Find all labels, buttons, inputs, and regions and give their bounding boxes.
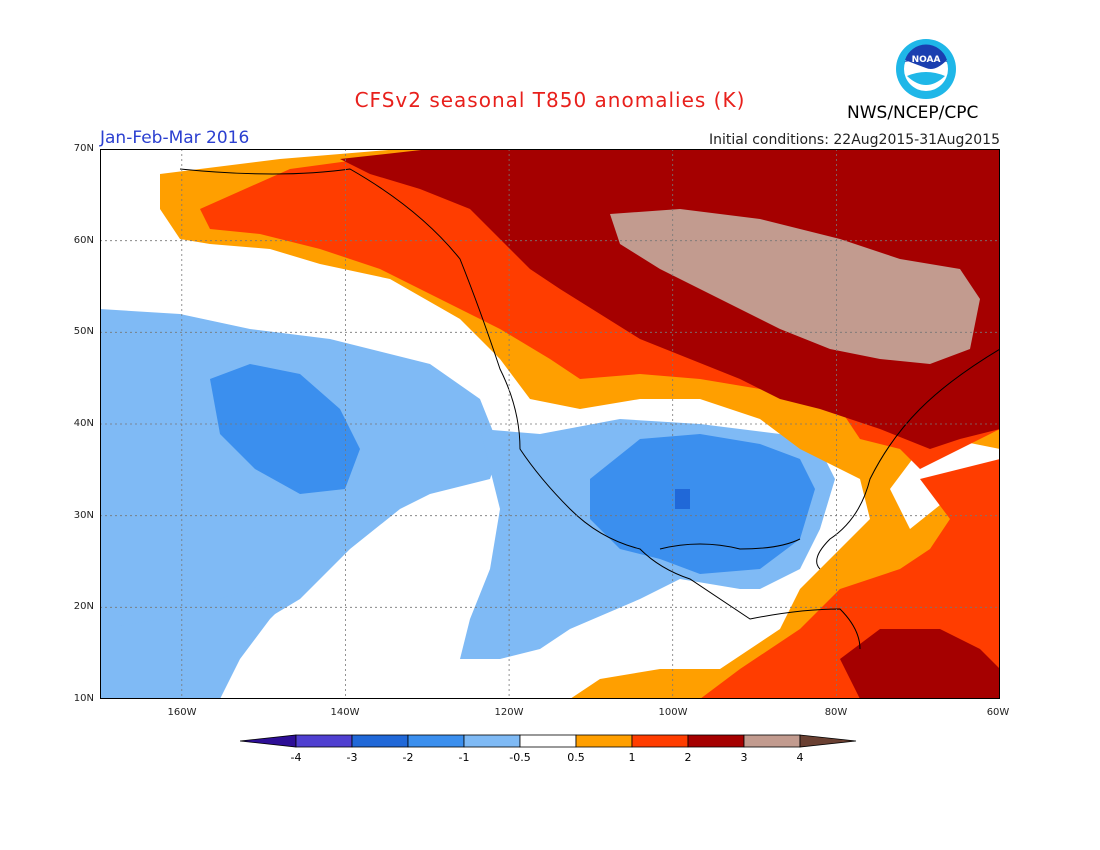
lat-label: 20N — [73, 601, 94, 612]
color-bar: -4 -3 -2 -1 -0.5 0.5 1 2 3 4 — [240, 734, 857, 764]
colorbar-label: -2 — [403, 751, 414, 764]
lon-label: 80W — [824, 707, 848, 718]
colorbar-segment — [519, 734, 577, 748]
noaa-logo-text: NOAA — [912, 55, 941, 65]
lon-label: 140W — [330, 707, 360, 718]
anomaly-region-pacific-light — [100, 309, 500, 699]
colorbar-segment — [687, 734, 745, 748]
anomaly-map — [100, 149, 1000, 699]
anomaly-region-caribbean-darkred — [840, 629, 1000, 699]
colorbar-segment — [407, 734, 465, 748]
coastline-east — [816, 348, 1000, 570]
colorbar-label: 0.5 — [567, 751, 585, 764]
anomaly-region-canada-darkred — [340, 149, 1000, 449]
lon-label: 120W — [494, 707, 524, 718]
coastline-north-america — [179, 168, 861, 650]
colorbar-label: 1 — [629, 751, 636, 764]
anomaly-region-south-us-core — [590, 434, 815, 574]
colorbar-segment — [631, 734, 689, 748]
colorbar-segment — [240, 734, 297, 748]
period-label: Jan-Feb-Mar 2016 — [100, 128, 250, 148]
anomaly-region-south-us-small — [675, 489, 690, 509]
lat-label: 40N — [73, 418, 94, 429]
chart-title: CFSv2 seasonal T850 anomalies (K) — [354, 88, 746, 112]
lat-label: 10N — [73, 693, 94, 704]
noaa-logo: NOAA — [896, 39, 956, 99]
lat-label: 50N — [73, 326, 94, 337]
lon-label: 60W — [986, 707, 1010, 718]
colorbar-label: -4 — [291, 751, 302, 764]
colorbar-segment — [295, 734, 353, 748]
anomaly-region-pacific-light-2 — [100, 579, 300, 699]
lat-label: 60N — [73, 235, 94, 246]
lon-label: 160W — [167, 707, 197, 718]
colorbar-label: -3 — [347, 751, 358, 764]
colorbar-segment — [799, 734, 857, 748]
colorbar-label: 3 — [741, 751, 748, 764]
agency-label: NWS/NCEP/CPC — [847, 103, 979, 123]
anomaly-region-pacific-core — [210, 364, 360, 494]
colorbar-segment — [575, 734, 633, 748]
colorbar-segment — [351, 734, 409, 748]
lat-label: 70N — [73, 143, 94, 154]
colorbar-label: 2 — [685, 751, 692, 764]
colorbar-label: -1 — [459, 751, 470, 764]
anomaly-region-hudson-bay — [610, 209, 980, 364]
colorbar-label: 4 — [797, 751, 804, 764]
colorbar-segment — [463, 734, 521, 748]
colorbar-segment — [743, 734, 801, 748]
coastline-gulf — [659, 538, 801, 550]
colorbar-label: -0.5 — [509, 751, 530, 764]
lat-label: 30N — [73, 510, 94, 521]
lon-label: 100W — [658, 707, 688, 718]
initial-conditions-label: Initial conditions: 22Aug2015-31Aug2015 — [709, 132, 1000, 148]
